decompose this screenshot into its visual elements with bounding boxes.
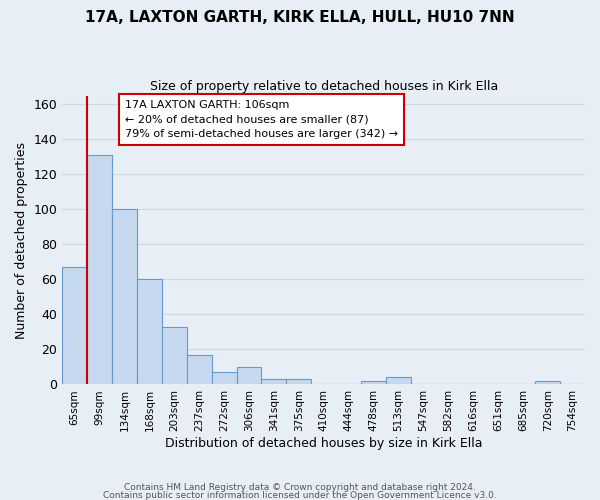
Bar xyxy=(262,379,286,384)
Bar xyxy=(187,354,212,384)
Text: 17A LAXTON GARTH: 106sqm
← 20% of detached houses are smaller (87)
79% of semi-d: 17A LAXTON GARTH: 106sqm ← 20% of detach… xyxy=(125,100,398,140)
Text: Contains public sector information licensed under the Open Government Licence v3: Contains public sector information licen… xyxy=(103,490,497,500)
Y-axis label: Number of detached properties: Number of detached properties xyxy=(15,142,28,338)
Bar xyxy=(212,372,236,384)
Bar xyxy=(286,379,311,384)
Bar xyxy=(361,381,386,384)
Bar xyxy=(236,367,262,384)
Title: Size of property relative to detached houses in Kirk Ella: Size of property relative to detached ho… xyxy=(149,80,498,93)
Text: 17A, LAXTON GARTH, KIRK ELLA, HULL, HU10 7NN: 17A, LAXTON GARTH, KIRK ELLA, HULL, HU10… xyxy=(85,10,515,25)
Bar xyxy=(62,267,87,384)
Bar xyxy=(112,210,137,384)
X-axis label: Distribution of detached houses by size in Kirk Ella: Distribution of detached houses by size … xyxy=(165,437,482,450)
Bar xyxy=(162,326,187,384)
Bar xyxy=(535,381,560,384)
Bar xyxy=(137,280,162,384)
Bar xyxy=(87,155,112,384)
Text: Contains HM Land Registry data © Crown copyright and database right 2024.: Contains HM Land Registry data © Crown c… xyxy=(124,484,476,492)
Bar xyxy=(386,378,411,384)
